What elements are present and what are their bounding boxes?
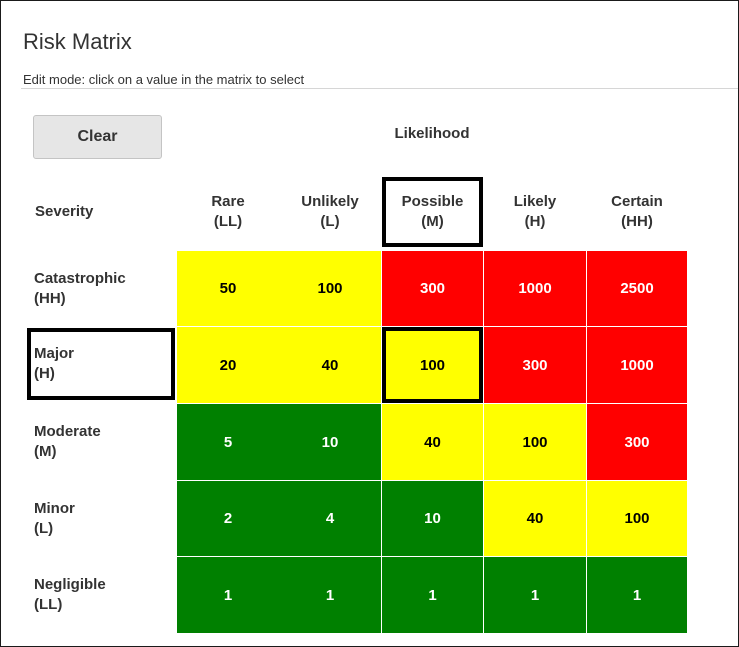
row-header-name: Major	[34, 345, 75, 362]
matrix-cell[interactable]: 1	[382, 557, 483, 633]
matrix-cell[interactable]: 20	[177, 327, 279, 403]
row-header-code: (L)	[34, 519, 54, 537]
matrix-cell[interactable]: 300	[382, 251, 483, 326]
column-header-unlikely[interactable]: Unlikely (L)	[279, 177, 382, 247]
column-header-code: (L)	[320, 213, 340, 230]
row-header-code: (H)	[34, 365, 55, 382]
matrix-cell[interactable]: 40	[382, 404, 483, 480]
column-header-code: (HH)	[621, 213, 653, 230]
page-title: Risk Matrix	[23, 29, 132, 54]
matrix-cell[interactable]: 1000	[484, 251, 586, 326]
row-header-code: (HH)	[34, 289, 66, 307]
row-header-name: Moderate	[34, 423, 101, 440]
row-header-moderate[interactable]: Moderate (M)	[27, 406, 175, 478]
column-header-code: (LL)	[213, 213, 243, 230]
matrix-cell[interactable]: 2500	[587, 251, 687, 326]
divider	[21, 88, 738, 89]
matrix-cell[interactable]: 1	[484, 557, 586, 633]
clear-button[interactable]: Clear	[33, 115, 162, 159]
matrix-cell[interactable]: 2	[177, 481, 279, 556]
matrix-cell[interactable]: 100	[484, 404, 586, 480]
matrix-cell[interactable]: 100	[382, 327, 483, 403]
column-header-name: Rare	[211, 193, 245, 210]
row-header-minor[interactable]: Minor (L)	[27, 483, 175, 555]
matrix-cell[interactable]: 10	[279, 404, 381, 480]
column-header-name: Certain	[611, 193, 663, 210]
row-header-code: (LL)	[34, 596, 63, 613]
column-header-name: Unlikely	[301, 193, 359, 210]
edit-mode-hint: Edit mode: click on a value in the matri…	[23, 72, 305, 87]
matrix-cell[interactable]: 100	[279, 251, 381, 326]
severity-axis-label: Severity	[35, 203, 94, 220]
column-header-rare[interactable]: Rare (LL)	[177, 177, 280, 247]
matrix-cell[interactable]: 1	[177, 557, 279, 633]
matrix-cell[interactable]: 10	[382, 481, 483, 556]
matrix-cell[interactable]: 1	[587, 557, 687, 633]
row-header-code: (M)	[34, 443, 57, 460]
column-header-code: (H)	[524, 213, 546, 230]
row-header-major[interactable]: Major (H)	[27, 328, 175, 400]
row-header-name: Minor	[34, 499, 75, 517]
matrix-cell[interactable]: 40	[279, 327, 381, 403]
row-header-catastrophic[interactable]: Catastrophic (HH)	[27, 253, 175, 325]
matrix-cell[interactable]: 300	[484, 327, 586, 403]
column-header-code: (M)	[421, 213, 444, 230]
matrix-cell[interactable]: 4	[279, 481, 381, 556]
column-header-possible[interactable]: Possible (M)	[382, 177, 483, 247]
matrix-cell[interactable]: 100	[587, 481, 687, 556]
matrix-cell[interactable]: 300	[587, 404, 687, 480]
matrix-cell[interactable]: 1000	[587, 327, 687, 403]
matrix-cell[interactable]: 1	[279, 557, 381, 633]
column-header-name: Likely	[513, 193, 557, 210]
matrix-cell[interactable]: 40	[484, 481, 586, 556]
matrix-cell[interactable]: 5	[177, 404, 279, 480]
row-header-name: Catastrophic	[34, 269, 126, 287]
likelihood-axis-label: Likelihood	[394, 125, 470, 142]
column-header-likely[interactable]: Likely (H)	[484, 177, 587, 247]
column-header-name: Possible	[401, 193, 464, 210]
column-header-certain[interactable]: Certain (HH)	[586, 177, 689, 247]
matrix-cell[interactable]: 50	[177, 251, 279, 326]
row-header-negligible[interactable]: Negligible (LL)	[27, 559, 175, 631]
row-header-name: Negligible	[34, 576, 106, 593]
